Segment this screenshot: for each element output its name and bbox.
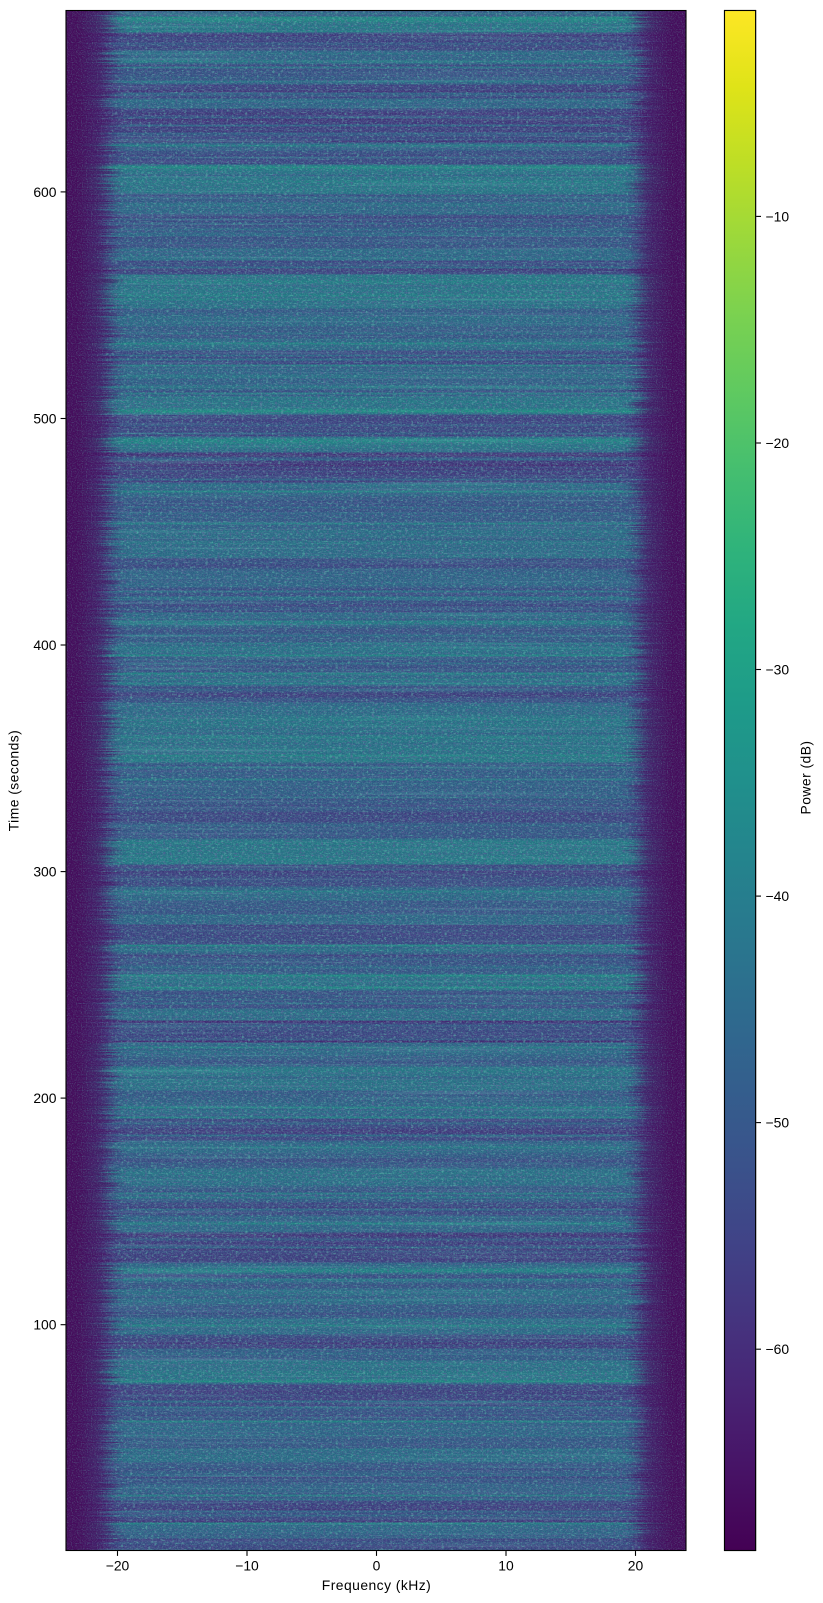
svg-text:−20: −20 (766, 435, 790, 451)
svg-text:−40: −40 (766, 888, 790, 904)
svg-text:200: 200 (33, 1090, 56, 1106)
svg-text:300: 300 (33, 864, 56, 880)
svg-text:500: 500 (33, 410, 56, 426)
svg-text:Time (seconds): Time (seconds) (5, 730, 21, 832)
svg-text:600: 600 (33, 184, 56, 200)
svg-text:10: 10 (498, 1557, 514, 1573)
svg-text:−10: −10 (766, 208, 790, 224)
svg-text:400: 400 (33, 637, 56, 653)
svg-text:Power (dB): Power (dB) (798, 741, 814, 815)
svg-text:−60: −60 (766, 1341, 790, 1357)
svg-text:20: 20 (628, 1557, 644, 1573)
svg-text:−20: −20 (106, 1557, 130, 1573)
svg-text:−10: −10 (235, 1557, 259, 1573)
svg-text:0: 0 (373, 1557, 381, 1573)
svg-text:−50: −50 (766, 1115, 790, 1131)
svg-text:−30: −30 (766, 661, 790, 677)
svg-text:100: 100 (33, 1317, 56, 1333)
svg-text:Frequency (kHz): Frequency (kHz) (322, 1577, 431, 1593)
